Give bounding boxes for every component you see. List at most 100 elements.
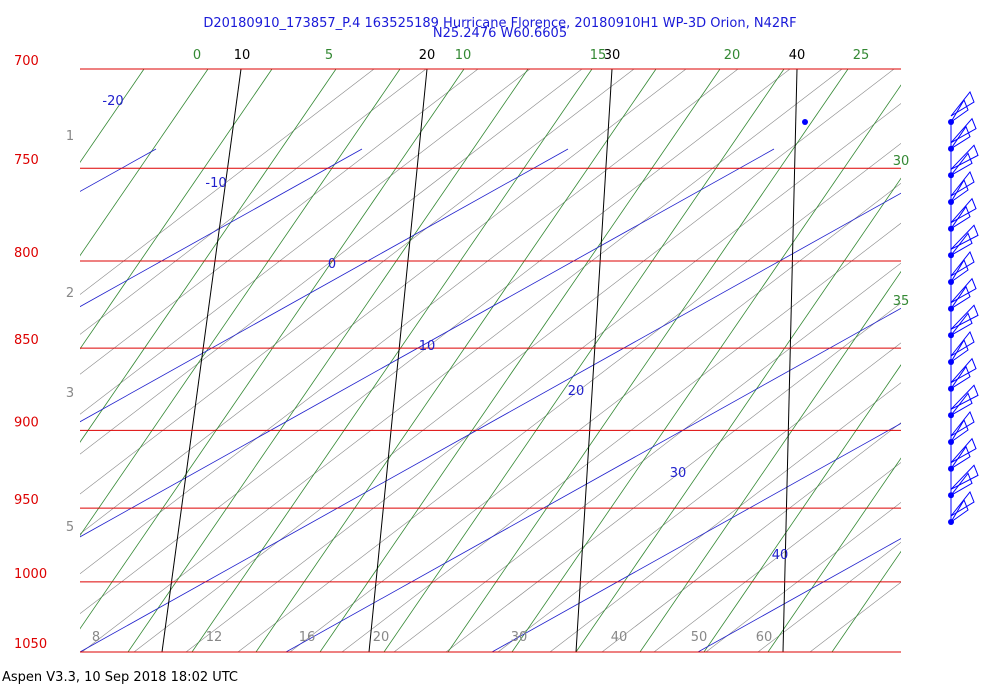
mixing-ratio-line <box>80 68 401 537</box>
wind-barb-flag <box>950 357 977 384</box>
moist-adiabat-label: -10 <box>205 176 226 191</box>
moist-adiabat-label: -20 <box>102 94 123 109</box>
wind-barb-flag <box>950 178 969 203</box>
dewpoint-trace-point <box>968 520 974 526</box>
pressure-tick-label: 900 <box>14 415 39 430</box>
mixing-ratio-line <box>319 68 721 652</box>
mixing-ratio-line <box>80 69 81 70</box>
dry-isotherm-line <box>782 68 798 652</box>
mixing-ratio-line <box>80 68 209 257</box>
mixing-ratio-line <box>447 68 849 652</box>
background-guide-line <box>757 541 901 652</box>
mixing-ratio-line <box>255 68 657 652</box>
mixing-ratio-line <box>511 84 901 652</box>
wind-barb-flag <box>950 277 977 304</box>
height-label: 2 <box>66 286 74 301</box>
background-guide-line <box>341 222 901 652</box>
background-guide-line <box>80 68 583 455</box>
pressure-tick-label: 750 <box>14 153 39 168</box>
bottom-temperature-label: 30 <box>511 630 528 645</box>
mixing-ratio-line <box>80 68 465 630</box>
temperature-trace-point <box>989 505 996 512</box>
wind-barb-flag <box>950 312 973 336</box>
mixing-ratio-line <box>127 68 529 652</box>
moist-adiabat-line <box>80 192 901 652</box>
background-guide-line <box>393 262 901 652</box>
dewpoint-trace-point <box>990 513 996 519</box>
wind-barb-flag <box>950 445 971 470</box>
background-guide-line <box>601 422 901 652</box>
moist-adiabat-line <box>285 307 901 652</box>
wind-barb-flag <box>950 464 979 490</box>
bottom-temperature-label: 60 <box>756 630 773 645</box>
moist-adiabat-label: 0 <box>328 257 336 272</box>
temperature-trace-point <box>965 520 972 527</box>
wind-barb-flag <box>950 117 977 144</box>
temperature-trace <box>949 149 1000 538</box>
background-guide-line <box>133 68 895 652</box>
mixing-ratio-line <box>575 177 901 652</box>
wind-barb-flag <box>950 411 975 437</box>
background-guide-line <box>80 68 479 375</box>
bottom-temperature-label: 50 <box>691 630 708 645</box>
background-guide-line <box>80 68 531 415</box>
pressure-tick-label: 1050 <box>14 637 47 652</box>
background-guide-line <box>185 103 901 652</box>
mixing-ratio-line <box>831 550 901 652</box>
mixing-ratio-label: 20 <box>724 48 741 63</box>
bottom-temperature-label: 16 <box>299 630 316 645</box>
bottom-temperature-label: 12 <box>206 630 223 645</box>
wind-barb-flag <box>950 125 971 150</box>
dry-isotherm-line <box>575 68 613 652</box>
pressure-tick-label: 1000 <box>14 567 47 582</box>
mixing-ratio-label: 5 <box>325 48 333 63</box>
mixing-ratio-line <box>191 68 593 652</box>
wind-barb-flag <box>950 232 973 256</box>
background-guide-line <box>80 68 635 495</box>
footer-version: Aspen V3.3, 10 Sep 2018 18:02 UTC <box>2 670 239 685</box>
height-label: 3 <box>66 386 74 401</box>
temperature-trace-point <box>946 535 953 542</box>
pressure-tick-label: 850 <box>14 333 39 348</box>
mixing-ratio-label: 25 <box>853 48 870 63</box>
wind-barb-flag <box>950 152 973 176</box>
mixing-ratio-line <box>639 270 901 652</box>
background-guide-line <box>81 68 843 652</box>
background-guide-line <box>237 143 901 652</box>
moist-adiabat-line <box>904 149 1000 652</box>
background-guide-line <box>653 462 901 652</box>
wind-barb-flag <box>950 91 975 117</box>
dry-isotherm-line <box>161 68 242 652</box>
wind-barb-flag <box>950 384 979 410</box>
wind-barb-flag <box>950 224 979 250</box>
background-guide-line <box>705 502 901 652</box>
wind-barb-flag <box>950 144 979 170</box>
wind-barb-flag <box>950 304 979 330</box>
background-guide-line <box>80 68 687 535</box>
mixing-ratio-line <box>80 68 337 443</box>
pressure-tick-label: 950 <box>14 493 39 508</box>
wind-barb-flag <box>950 498 969 523</box>
moist-adiabat-line <box>80 148 775 538</box>
background-guide-line <box>497 342 901 652</box>
wind-barb-flag <box>950 331 975 357</box>
background-guide-line <box>80 68 791 615</box>
background-guide-line <box>80 68 739 575</box>
wind-barb-flag <box>950 197 977 224</box>
wind-barb-flag <box>950 251 975 277</box>
wind-barb-flag <box>950 491 975 517</box>
dewpoint-isolated-point <box>802 119 808 125</box>
moist-adiabat-label: 30 <box>670 466 687 481</box>
height-label: 1 <box>66 129 74 144</box>
wind-barb-flag <box>950 437 977 464</box>
mixing-ratio-line <box>383 68 785 652</box>
pressure-tick-label: 800 <box>14 246 39 261</box>
wind-barb-flag <box>950 418 969 443</box>
isotherm-label: 40 <box>789 48 806 63</box>
bottom-temperature-label: 40 <box>611 630 628 645</box>
chart-title: D20180910_173857_P.4 163525189 Hurricane… <box>203 16 797 31</box>
wind-barb-flag <box>950 365 971 390</box>
isotherm-label: 20 <box>419 48 436 63</box>
wind-barb-flag <box>950 285 971 310</box>
bottom-temperature-label: 8 <box>92 630 100 645</box>
